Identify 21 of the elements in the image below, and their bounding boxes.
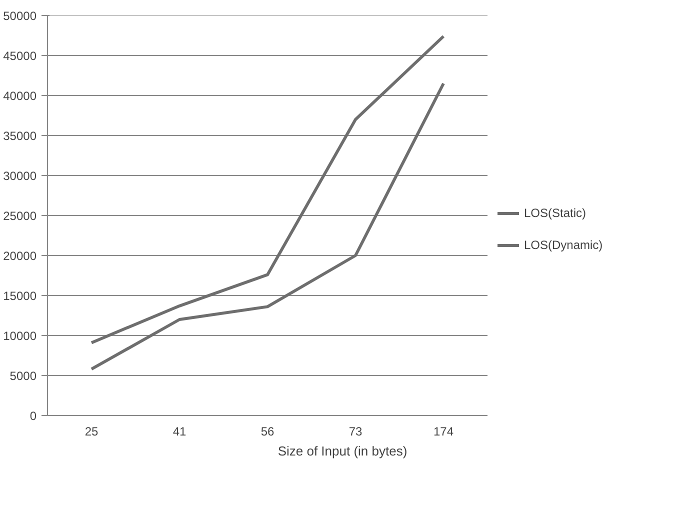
y-tick-label: 45000	[3, 49, 37, 63]
y-tick-label: 40000	[3, 89, 37, 103]
y-tick-label: 15000	[3, 289, 37, 303]
line-series	[90, 34, 445, 344]
x-tick-label: 73	[348, 424, 362, 438]
y-tick-label: 10000	[3, 329, 37, 343]
line-series	[90, 82, 445, 371]
x-tick-label: 41	[172, 424, 186, 438]
y-tick-label: 20000	[3, 249, 37, 263]
y-tick-label: 25000	[3, 209, 37, 223]
y-tick-label: 35000	[3, 129, 37, 143]
y-tick-label: 5000	[10, 369, 37, 383]
y-tick-label: 50000	[3, 9, 37, 23]
x-tick-label: 56	[260, 424, 274, 438]
x-axis-title: Size of Input (in bytes)	[278, 444, 408, 458]
x-tick-label: 174	[433, 424, 454, 438]
legend-label: LOS(Static)	[524, 206, 586, 220]
legend-label: LOS(Dynamic)	[524, 238, 603, 252]
x-tick-label: 25	[84, 424, 98, 438]
y-tick-label: 0	[30, 409, 37, 423]
y-tick-label: 30000	[3, 169, 37, 183]
